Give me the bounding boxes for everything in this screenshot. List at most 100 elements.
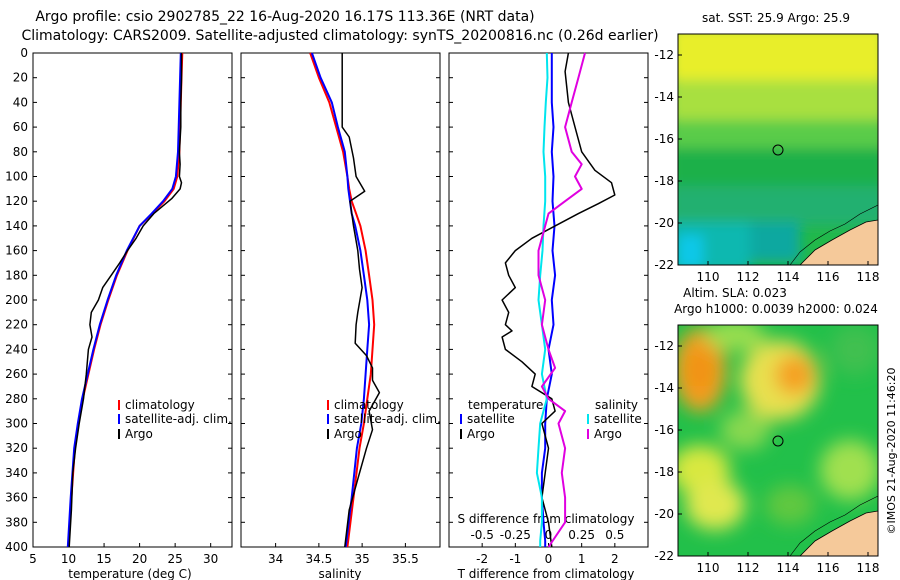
sst-map-title: sat. SST: 25.9 Argo: 25.9 — [702, 11, 850, 25]
series-line-argo — [68, 53, 183, 548]
t-difference-xlabel: T difference from climatology — [457, 567, 635, 580]
coastline — [799, 510, 878, 556]
map-y-tick-label: -12 — [654, 48, 674, 62]
series-line-salinity-satellite — [535, 52, 549, 547]
map-x-tick-label: 118 — [857, 270, 880, 284]
coastline — [789, 204, 878, 265]
x-tick-label: 34 — [268, 552, 283, 566]
map-y-tick-label: -12 — [654, 339, 674, 353]
series-line-climatology — [309, 52, 376, 548]
legend-label-argo: Argo — [125, 427, 153, 441]
map-y-tick-label: -22 — [654, 549, 674, 563]
legend-title-temperature: temperature — [468, 398, 543, 412]
depth-tick-label: 340 — [5, 466, 28, 480]
depth-tick-label: 300 — [5, 417, 28, 431]
legend-label-climatology: climatology — [125, 398, 195, 412]
series-line-satellite-adj-clim- — [310, 52, 371, 548]
depth-axis: 0 20 40 60 80 100 120 140 160 180 200 220 240 260 280 3… — [5, 46, 648, 554]
coastline — [789, 495, 878, 556]
series-line-temperature-satellite — [540, 53, 557, 547]
depth-tick-label: 0 — [20, 46, 28, 60]
x-tick-label: 25 — [168, 552, 183, 566]
depth-tick-label: 180 — [5, 268, 28, 282]
depth-tick-label: 260 — [5, 367, 28, 381]
legend-label-climatology: climatology — [334, 398, 404, 412]
sla-map — [678, 325, 878, 556]
series-line-temperature-argo — [501, 52, 616, 548]
sst-map — [678, 34, 878, 265]
map-x-tick-label: 112 — [737, 270, 760, 284]
salinity-xlabel: salinity — [318, 567, 361, 580]
map-x-tick-label: 114 — [777, 270, 800, 284]
depth-tick-label: 60 — [13, 120, 28, 134]
depth-tick-label: 360 — [5, 491, 28, 505]
x-tick-label: 2 — [611, 552, 619, 566]
sla-map-axes: 110 112 114 116 118 -12 -14 -16 -18 -20 -22 — [654, 339, 879, 575]
map-y-tick-label: -18 — [654, 174, 674, 188]
salinity-panel-frame — [240, 52, 441, 548]
land-mass — [800, 511, 878, 556]
sst-map-axes: 110 112 114 116 118 -12 -14 -16 -18 -20 -22 — [654, 48, 879, 284]
map-x-tick-label: 116 — [817, 270, 840, 284]
series-line-salinity-argo — [537, 52, 586, 548]
argo-marker — [772, 435, 784, 447]
map-y-tick-label: -22 — [654, 258, 674, 272]
x-tick-label: 15 — [96, 552, 111, 566]
depth-tick-label: 380 — [5, 515, 28, 529]
map-y-tick-label: -20 — [654, 216, 674, 230]
depth-tick-label: 140 — [5, 219, 28, 233]
map-y-tick-label: -18 — [654, 465, 674, 479]
map-x-tick-label: 110 — [697, 270, 720, 284]
salinity-x-axis: 34 34.5 35 35.5 — [268, 543, 419, 566]
map-x-tick-label: 118 — [857, 561, 880, 575]
legend-label-satellite: satellite-adj. clim. — [125, 412, 232, 426]
coastline — [799, 219, 878, 265]
x-tick-label: 10 — [61, 552, 76, 566]
x-tick-label: 0 — [545, 552, 553, 566]
legend-title-salinity: salinity — [595, 398, 638, 412]
depth-tick-label: 100 — [5, 170, 28, 184]
depth-tick-label: 20 — [13, 71, 28, 85]
s-difference-xlabel: S difference from climatology — [458, 512, 635, 526]
temperature-series — [66, 52, 184, 548]
argo-marker — [772, 144, 784, 156]
map-y-tick-label: -20 — [654, 507, 674, 521]
sst-map-frame — [677, 33, 879, 266]
depth-tick-label: 240 — [5, 342, 28, 356]
legend-label-s-satellite: satellite — [594, 412, 642, 426]
map-y-tick-label: -16 — [654, 132, 674, 146]
x2-tick-label: -0.25 — [500, 528, 531, 542]
temperature-legend: climatology satellite-adj. clim. Argo — [118, 398, 232, 441]
series-line-satellite-adj-clim- — [66, 52, 182, 548]
x-tick-label: 5 — [29, 552, 37, 566]
x-tick-label: -2 — [476, 552, 488, 566]
x-tick-label: -1 — [509, 552, 521, 566]
depth-tick-label: 80 — [13, 145, 28, 159]
sla-map-title-line2: Argo h1000: 0.0039 h2000: 0.024 — [674, 302, 878, 316]
depth-tick-label: 320 — [5, 441, 28, 455]
sla-map-frame — [677, 324, 879, 557]
series-line-argo — [341, 53, 381, 548]
x-tick-label: 35 — [354, 552, 369, 566]
x-tick-label: 1 — [578, 552, 586, 566]
s-difference-x-axis: -0.5 -0.25 0 0.25 0.5 — [470, 528, 624, 542]
legend-label-t-satellite: satellite — [467, 412, 515, 426]
legend-label-argo: Argo — [334, 427, 362, 441]
x2-tick-label: -0.5 — [470, 528, 493, 542]
map-y-tick-label: -14 — [654, 381, 674, 395]
legend-label-s-argo: Argo — [594, 427, 622, 441]
land-mass — [800, 220, 878, 265]
map-x-tick-label: 112 — [737, 561, 760, 575]
difference-series — [501, 52, 616, 548]
map-y-tick-label: -16 — [654, 423, 674, 437]
legend-label-satellite: satellite-adj. clim. — [334, 412, 441, 426]
map-y-tick-label: -14 — [654, 90, 674, 104]
title-line2: Climatology: CARS2009. Satellite-adjuste… — [21, 28, 658, 44]
map-x-tick-label: 110 — [697, 561, 720, 575]
x2-tick-label: 0.25 — [568, 528, 595, 542]
x-tick-label: 34.5 — [306, 552, 333, 566]
temperature-x-axis: 5 10 15 20 25 30 — [29, 543, 218, 566]
depth-tick-label: 40 — [13, 95, 28, 109]
map-x-tick-label: 114 — [777, 561, 800, 575]
